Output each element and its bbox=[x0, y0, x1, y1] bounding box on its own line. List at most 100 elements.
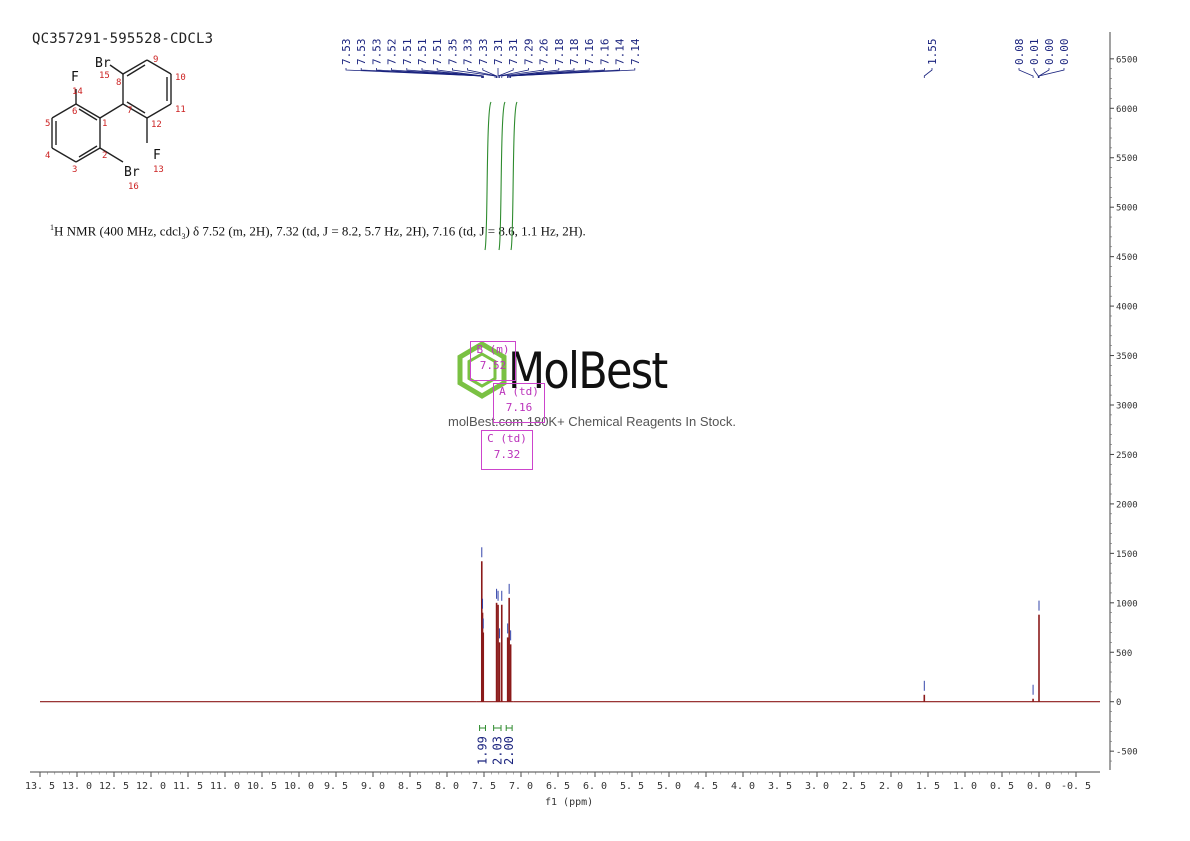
multiplet-label: C (td) bbox=[487, 432, 527, 445]
atom-11: 11 bbox=[175, 105, 186, 115]
y-tick-label: 1500 bbox=[1116, 550, 1138, 560]
peak-label-connector bbox=[1018, 68, 1034, 78]
peak-label-connector bbox=[482, 68, 497, 78]
atom-13: 13 bbox=[153, 165, 164, 175]
x-tick-label: 0. 5 bbox=[990, 781, 1014, 792]
peak-label: 7.53 bbox=[340, 39, 353, 66]
peak-label-connector bbox=[923, 68, 933, 78]
multiplet-box-b: B (m) 7.52 bbox=[470, 341, 516, 381]
atom-15: 15 bbox=[99, 71, 110, 81]
atom-F14: F bbox=[71, 70, 79, 85]
x-tick-label: 5. 0 bbox=[657, 781, 681, 792]
peak-label: 7.33 bbox=[477, 39, 490, 66]
watermark-tagline: molBest.com 180K+ Chemical Reagents In S… bbox=[448, 414, 736, 429]
atom-12: 12 bbox=[151, 120, 162, 130]
peak-label: 7.29 bbox=[522, 39, 535, 66]
y-tick-label: 3500 bbox=[1116, 352, 1138, 362]
peak-label: 1.55 bbox=[926, 39, 939, 66]
multiplet-label: A (td) bbox=[499, 385, 539, 398]
peak-label: 7.16 bbox=[583, 39, 596, 66]
integral-curve bbox=[498, 101, 506, 251]
y-tick-label: -500 bbox=[1116, 748, 1138, 758]
x-tick-label: 13. 0 bbox=[62, 781, 92, 792]
x-tick-label: 12. 0 bbox=[136, 781, 166, 792]
x-tick-label: 2. 0 bbox=[879, 781, 903, 792]
peak-label-connector bbox=[1038, 68, 1050, 78]
x-tick-label: 6. 5 bbox=[546, 781, 570, 792]
multiplet-shift: 7.32 bbox=[493, 448, 521, 461]
atom-2: 2 bbox=[102, 151, 107, 161]
atom-14: 14 bbox=[72, 87, 83, 97]
atom-F13: F bbox=[153, 148, 161, 163]
peak-label: 0.08 bbox=[1013, 39, 1026, 66]
peak-label: 0.01 bbox=[1028, 39, 1041, 66]
y-tick-label: 3000 bbox=[1116, 402, 1138, 412]
multiplet-box-a: A (td) 7.16 bbox=[493, 383, 545, 423]
peak-label-connector bbox=[508, 68, 605, 78]
peak-label: 7.53 bbox=[355, 39, 368, 66]
x-axis-label: f1 (ppm) bbox=[545, 797, 594, 808]
y-tick-label: 6000 bbox=[1116, 105, 1138, 115]
peak-label: 7.51 bbox=[416, 39, 429, 66]
peak-label: 7.14 bbox=[614, 38, 627, 65]
y-tick-label: 1000 bbox=[1116, 599, 1138, 609]
molbest-logo-icon bbox=[457, 341, 507, 399]
x-tick-label: 2. 5 bbox=[842, 781, 866, 792]
x-tick-label: 8. 0 bbox=[435, 781, 459, 792]
peak-label: 7.31 bbox=[507, 39, 520, 66]
y-tick-label: 0 bbox=[1116, 698, 1121, 708]
sample-id: QC357291-595528-CDCL3 bbox=[32, 31, 214, 47]
atom-10: 10 bbox=[175, 73, 186, 83]
atom-4: 4 bbox=[45, 151, 50, 161]
y-tick-label: 2500 bbox=[1116, 451, 1138, 461]
x-tick-label: 9. 0 bbox=[361, 781, 385, 792]
x-tick-label: 11. 0 bbox=[210, 781, 240, 792]
atom-1: 1 bbox=[102, 119, 107, 129]
x-tick-label: 4. 5 bbox=[694, 781, 718, 792]
isotope-superscript: 1 bbox=[50, 223, 54, 232]
atom-5: 5 bbox=[45, 119, 50, 129]
x-tick-label: 9. 5 bbox=[324, 781, 348, 792]
atom-3: 3 bbox=[72, 165, 77, 175]
x-tick-label: 7. 5 bbox=[472, 781, 496, 792]
peak-label: 0.00 bbox=[1058, 39, 1071, 66]
peak-label-connector bbox=[499, 68, 529, 78]
peak-label-connector bbox=[376, 68, 483, 78]
peak-label-connector bbox=[501, 68, 544, 78]
peak-label: 7.51 bbox=[401, 39, 414, 66]
multiplet-box-c: C (td) 7.32 bbox=[481, 430, 533, 470]
peak-label: 7.35 bbox=[446, 39, 459, 66]
y-tick-label: 500 bbox=[1116, 649, 1132, 659]
peak-label-connector bbox=[497, 68, 514, 78]
y-tick-label: 5000 bbox=[1116, 204, 1138, 214]
x-tick-label: 5. 5 bbox=[620, 781, 644, 792]
y-tick-label: 4500 bbox=[1116, 253, 1138, 263]
atom-Br15: Br bbox=[95, 56, 111, 71]
x-tick-label: 8. 5 bbox=[398, 781, 422, 792]
peak-label-connector bbox=[510, 68, 636, 78]
peak-label: 0.00 bbox=[1043, 39, 1056, 66]
peak-label: 7.26 bbox=[538, 39, 551, 66]
atom-16: 16 bbox=[128, 182, 139, 192]
x-tick-label: 7. 0 bbox=[509, 781, 533, 792]
peak-label: 7.53 bbox=[370, 39, 383, 66]
peak-label-connector bbox=[436, 68, 484, 78]
integral-value: 2.00 bbox=[502, 736, 516, 765]
chemical-structure: F 14 6 5 4 3 2 1 Br 16 Br 15 8 7 9 10 11… bbox=[45, 55, 186, 192]
x-tick-label: 10. 5 bbox=[247, 781, 277, 792]
peak-label: 7.51 bbox=[431, 39, 444, 66]
multiplet-shift: 7.52 bbox=[479, 359, 507, 372]
peak-label: 7.14 bbox=[629, 38, 642, 65]
peak-label: 7.33 bbox=[462, 39, 475, 66]
integral-value: 1.99 bbox=[476, 736, 490, 765]
peak-label: 7.18 bbox=[553, 39, 566, 66]
peak-label: 7.16 bbox=[598, 39, 611, 66]
multiplet-shift: 7.16 bbox=[505, 401, 533, 414]
description-text: H NMR (400 MHz, cdcl bbox=[54, 223, 182, 239]
multiplet-label: B (m) bbox=[476, 343, 510, 356]
peak-label-connector bbox=[391, 68, 483, 78]
peak-label: 7.18 bbox=[568, 39, 581, 66]
watermark-logo-text: MolBest bbox=[508, 342, 668, 400]
